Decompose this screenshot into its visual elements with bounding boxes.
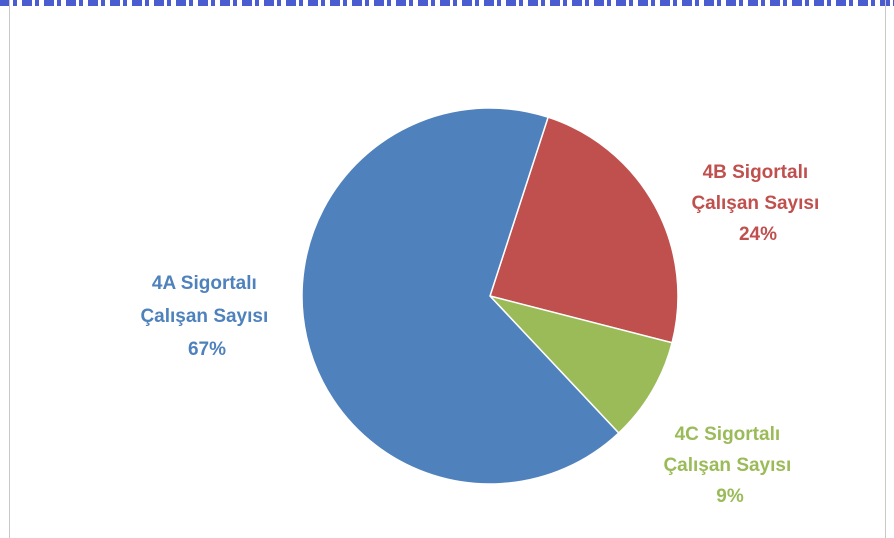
top-border [0,0,894,6]
slice-label-4a-value: 67% [188,339,226,360]
pie-slice-4c [487,294,674,435]
slice-label-4c: 4C Sigortalı Çalışan Sayısı 9% [663,424,796,507]
pie-slice-4b [489,116,679,344]
slice-label-4a-line2: Çalışan Sayısı [140,306,268,327]
slice-label-4c-line2: Çalışan Sayısı [663,455,791,476]
pie-slice-4a [301,107,620,485]
slice-label-4b: 4B Sigortalı Çalışan Sayısı 24% [691,162,824,245]
slice-label-4b-line1: 4B Sigortalı [703,162,809,183]
slice-label-4c-line1: 4C Sigortalı [675,424,781,445]
slice-label-4b-line2: Çalışan Sayısı [691,193,819,214]
pie-slices [301,107,679,485]
slice-label-4a: 4A Sigortalı Çalışan Sayısı 67% [140,273,273,360]
slice-label-4b-value: 24% [739,224,777,245]
left-border [0,0,10,538]
right-border [885,0,894,538]
slice-label-4a-line1: 4A Sigortalı [152,273,257,294]
slice-label-4c-value: 9% [716,486,744,507]
